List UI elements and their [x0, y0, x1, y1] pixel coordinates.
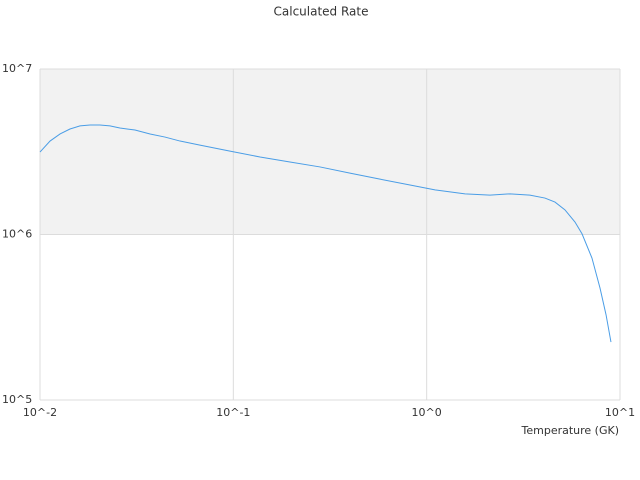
y-tick-label: 10^5 — [2, 393, 32, 406]
x-tick-label: 10^-1 — [216, 406, 250, 419]
x-tick-label: 10^-2 — [23, 406, 57, 419]
y-tick-label: 10^6 — [2, 228, 32, 241]
x-axis-label: Temperature (GK) — [521, 424, 620, 437]
y-tick-label: 10^7 — [2, 62, 32, 75]
data-line — [39, 124, 612, 343]
x-tick-label: 10^0 — [412, 406, 442, 419]
chart-title: Calculated Rate — [274, 5, 369, 19]
x-tick-label: 10^1 — [605, 406, 635, 419]
plot-band — [40, 69, 620, 235]
